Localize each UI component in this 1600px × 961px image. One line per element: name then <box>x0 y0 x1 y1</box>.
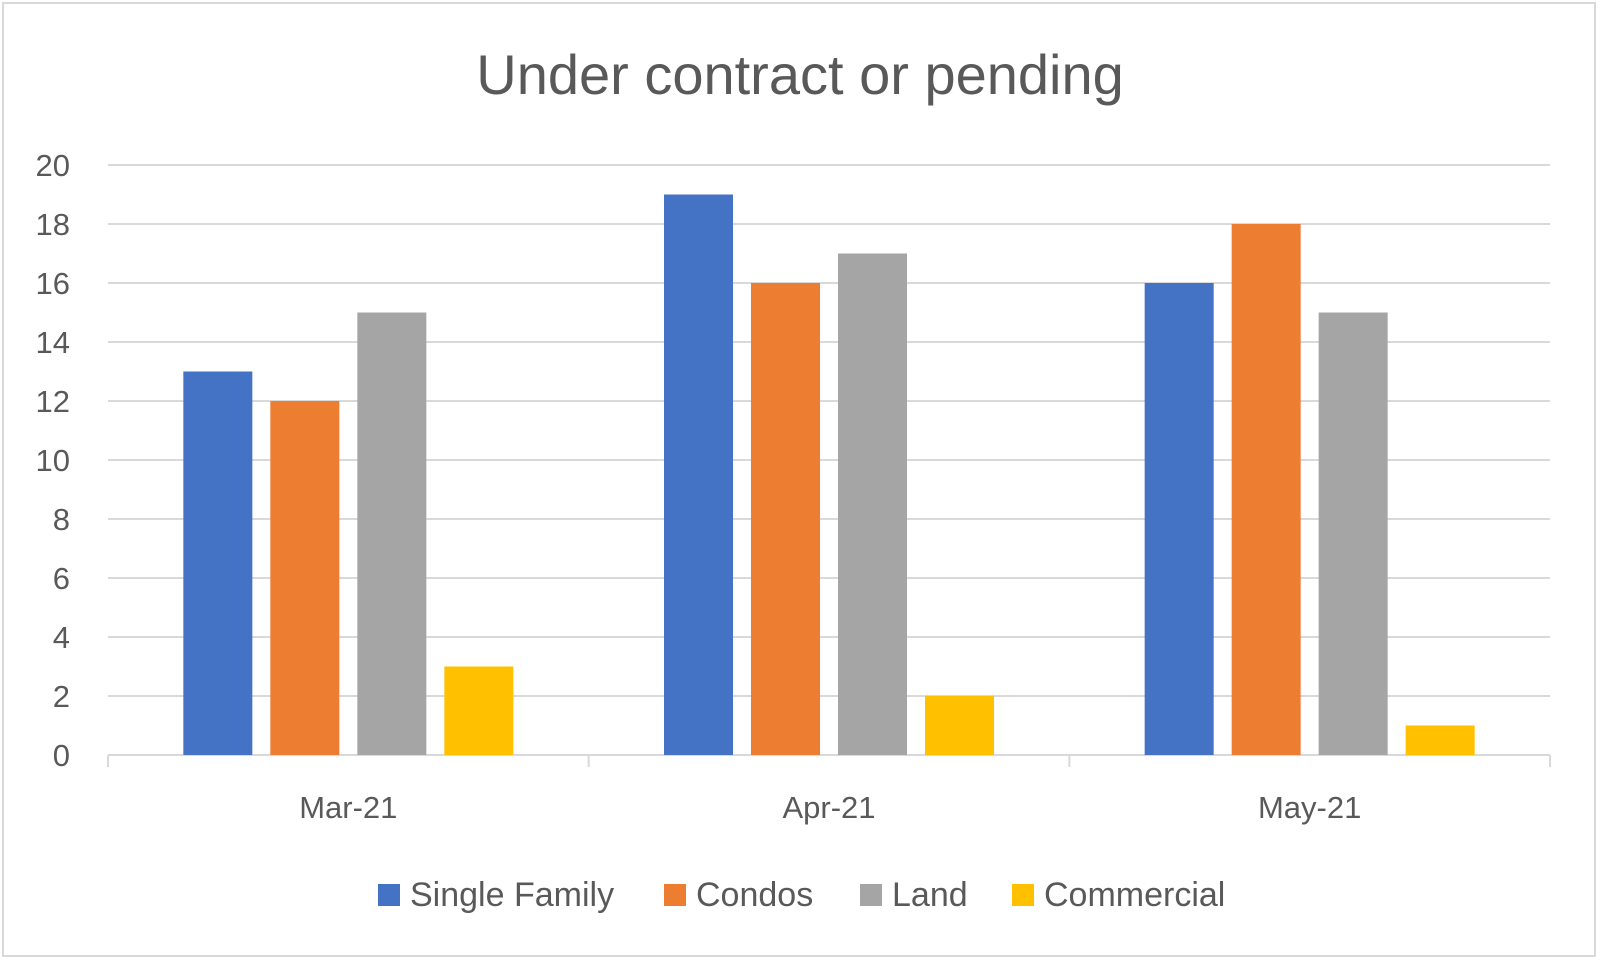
bar-commercial-mar-21 <box>444 666 514 755</box>
y-tick-label: 2 <box>53 679 70 714</box>
y-tick-label: 10 <box>36 443 70 478</box>
legend-swatch-commercial <box>1012 884 1034 906</box>
legend-swatch-land <box>860 884 882 906</box>
legend-swatch-single-family <box>378 884 400 906</box>
y-tick-label: 14 <box>36 325 70 360</box>
y-tick-label: 12 <box>36 384 70 419</box>
y-tick-label: 0 <box>53 738 70 773</box>
bar-land-apr-21 <box>838 253 907 755</box>
y-tick-label: 8 <box>53 502 70 537</box>
x-tick-label: Mar-21 <box>299 790 397 825</box>
x-axis: Mar-21 Apr-21 May-21 <box>107 754 1551 825</box>
legend: Single Family Condos Land Commercial <box>378 876 1225 914</box>
bar-commercial-apr-21 <box>925 696 994 755</box>
y-tick-label: 20 <box>36 148 70 183</box>
y-tick-label: 4 <box>53 620 70 655</box>
bar-condos-may-21 <box>1231 224 1301 755</box>
legend-label-commercial: Commercial <box>1044 876 1225 914</box>
bar-land-may-21 <box>1318 312 1388 755</box>
legend-swatch-condos <box>664 884 686 906</box>
legend-label-condos: Condos <box>696 876 813 914</box>
x-tick-label: Apr-21 <box>782 790 875 825</box>
y-tick-label: 6 <box>53 561 70 596</box>
x-tick-label: May-21 <box>1258 790 1361 825</box>
bar-single-family-apr-21 <box>664 194 733 755</box>
bar-single-family-may-21 <box>1144 283 1214 755</box>
y-tick-label: 18 <box>36 207 70 242</box>
y-tick-label: 16 <box>36 266 70 301</box>
bar-commercial-may-21 <box>1405 725 1475 755</box>
legend-label-land: Land <box>892 876 968 914</box>
chart-title: Under contract or pending <box>476 43 1124 106</box>
bar-land-mar-21 <box>357 312 427 755</box>
y-axis-ticks: 0 2 4 6 8 10 12 14 16 18 20 <box>36 148 70 773</box>
bar-condos-apr-21 <box>751 283 820 755</box>
bar-single-family-mar-21 <box>183 371 253 755</box>
bars <box>183 194 1475 755</box>
legend-label-single-family: Single Family <box>410 876 614 914</box>
bar-condos-mar-21 <box>270 401 340 755</box>
